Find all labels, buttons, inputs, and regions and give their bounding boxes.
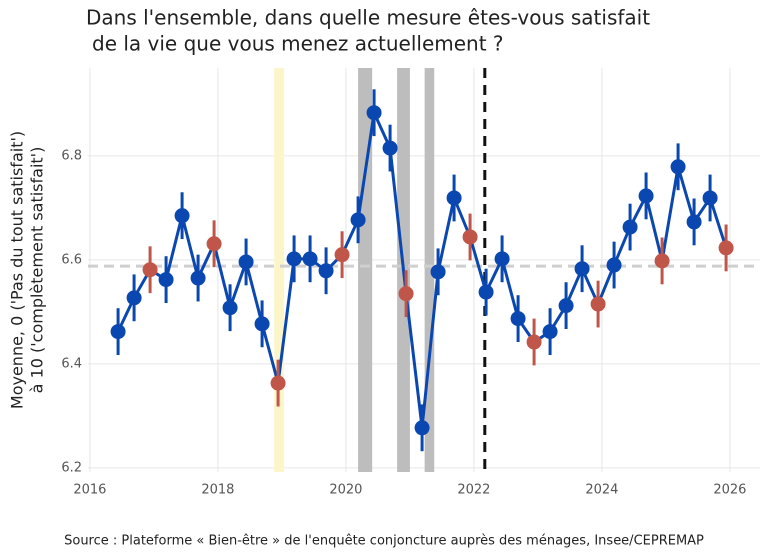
data-point xyxy=(334,247,350,263)
data-point xyxy=(398,286,414,302)
y-tick-label: 6.6 xyxy=(61,252,82,267)
source: Source : Plateforme « Bien-être » de l'e… xyxy=(64,534,704,549)
x-tick-label: 2022 xyxy=(457,483,490,498)
x-tick-label: 2016 xyxy=(73,483,106,498)
data-point xyxy=(526,334,542,350)
data-point xyxy=(110,324,126,340)
data-point xyxy=(558,298,574,314)
data-point xyxy=(718,240,734,256)
y-axis-label: à 10 ('complètement satisfait') xyxy=(28,147,47,394)
data-point xyxy=(702,190,718,206)
data-point xyxy=(222,300,238,316)
x-tick-label: 2020 xyxy=(329,483,362,498)
data-point xyxy=(430,264,446,280)
data-point xyxy=(174,208,190,224)
x-tick-label: 2018 xyxy=(201,483,234,498)
data-point xyxy=(446,190,462,206)
data-point xyxy=(590,296,606,312)
data-point xyxy=(686,214,702,230)
data-point xyxy=(158,272,174,288)
data-point xyxy=(574,261,590,277)
period-band xyxy=(424,68,435,472)
data-point xyxy=(606,257,622,273)
data-point xyxy=(510,311,526,327)
data-point xyxy=(494,251,510,267)
data-point xyxy=(126,290,142,306)
y-axis-label: Moyenne, 0 ('Pas du tout satisfait') xyxy=(8,131,27,409)
y-tick-label: 6.4 xyxy=(61,356,82,371)
chart-title: Dans l'ensemble, dans quelle mesure êtes… xyxy=(86,6,650,30)
data-point xyxy=(270,375,286,391)
data-point xyxy=(302,251,318,267)
data-point xyxy=(350,212,366,228)
line xyxy=(116,107,728,428)
data-point xyxy=(478,284,494,300)
data-point xyxy=(382,140,398,156)
data-point xyxy=(462,229,478,245)
data-point xyxy=(142,262,158,278)
period-band xyxy=(274,68,284,472)
data-point xyxy=(366,105,382,121)
data-point xyxy=(286,251,302,267)
chart-title: de la vie que vous menez actuellement ? xyxy=(92,32,504,56)
data-point xyxy=(414,420,430,436)
x-tick-label: 2026 xyxy=(713,483,746,498)
period-band xyxy=(358,68,373,472)
data-point xyxy=(190,270,206,286)
data-point xyxy=(542,324,558,340)
y-tick-label: 6.2 xyxy=(61,460,82,475)
data-point xyxy=(654,253,670,269)
data-point xyxy=(318,263,334,279)
data-point xyxy=(622,219,638,235)
data-point xyxy=(670,159,686,175)
data-point xyxy=(254,316,270,332)
data-point xyxy=(638,188,654,204)
x-tick-label: 2024 xyxy=(585,483,618,498)
y-tick-label: 6.8 xyxy=(61,148,82,163)
data-point xyxy=(206,236,222,252)
data-point xyxy=(238,254,254,270)
